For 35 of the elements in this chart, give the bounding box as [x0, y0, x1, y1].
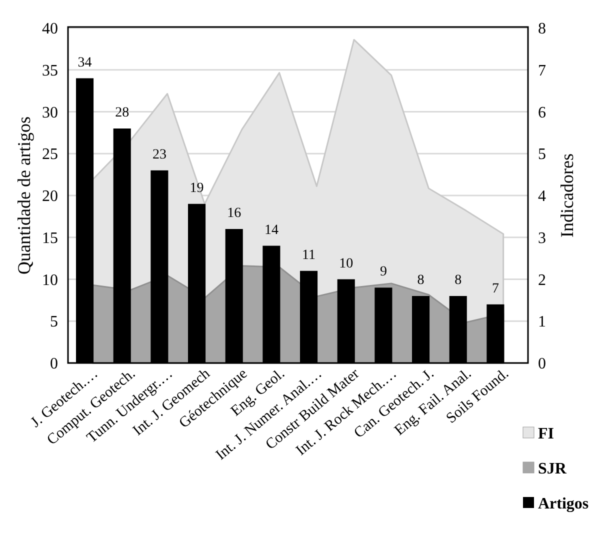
data-label: 34 — [78, 55, 92, 70]
data-label: 11 — [302, 248, 316, 263]
y-tick-label: 15 — [42, 230, 58, 247]
y2-tick-label: 1 — [538, 314, 546, 331]
y-tick-label: 25 — [42, 146, 58, 164]
y-tick-label: 0 — [50, 356, 58, 373]
data-label: 23 — [152, 147, 166, 162]
y-tick-label: 10 — [42, 272, 58, 289]
y2-tick-label: 3 — [538, 230, 546, 247]
y-tick-label: 5 — [50, 314, 58, 331]
y-tick-label: 20 — [42, 188, 58, 206]
data-label: 7 — [492, 281, 499, 296]
y-tick-label: 40 — [42, 20, 58, 38]
data-label: 28 — [115, 106, 130, 120]
y2-tick-label: 2 — [538, 272, 546, 289]
data-label: 16 — [227, 206, 242, 221]
data-label: 14 — [264, 222, 278, 238]
y-tick-label: 35 — [42, 62, 58, 80]
data-label: 8 — [417, 273, 424, 288]
data-label: 10 — [339, 256, 354, 272]
data-label: 9 — [380, 264, 387, 280]
y-tick-label: 30 — [42, 104, 58, 122]
y2-tick-label: 6 — [538, 104, 546, 122]
legend-label: SJR — [538, 460, 567, 478]
y2-tick-label: 7 — [538, 62, 546, 80]
y2-tick-label: 5 — [538, 146, 546, 164]
y-axis-title: Quantidade de artigos — [14, 116, 34, 274]
legend-label: Artigos — [538, 496, 589, 513]
legend-label: FI — [538, 426, 554, 443]
y2-tick-label: 0 — [538, 356, 546, 373]
y2-tick-label: 8 — [538, 20, 546, 38]
y2-axis-title: Indicadores — [557, 154, 577, 238]
data-label: 19 — [190, 180, 204, 196]
data-label: 8 — [454, 273, 462, 288]
y2-tick-label: 4 — [538, 188, 546, 206]
